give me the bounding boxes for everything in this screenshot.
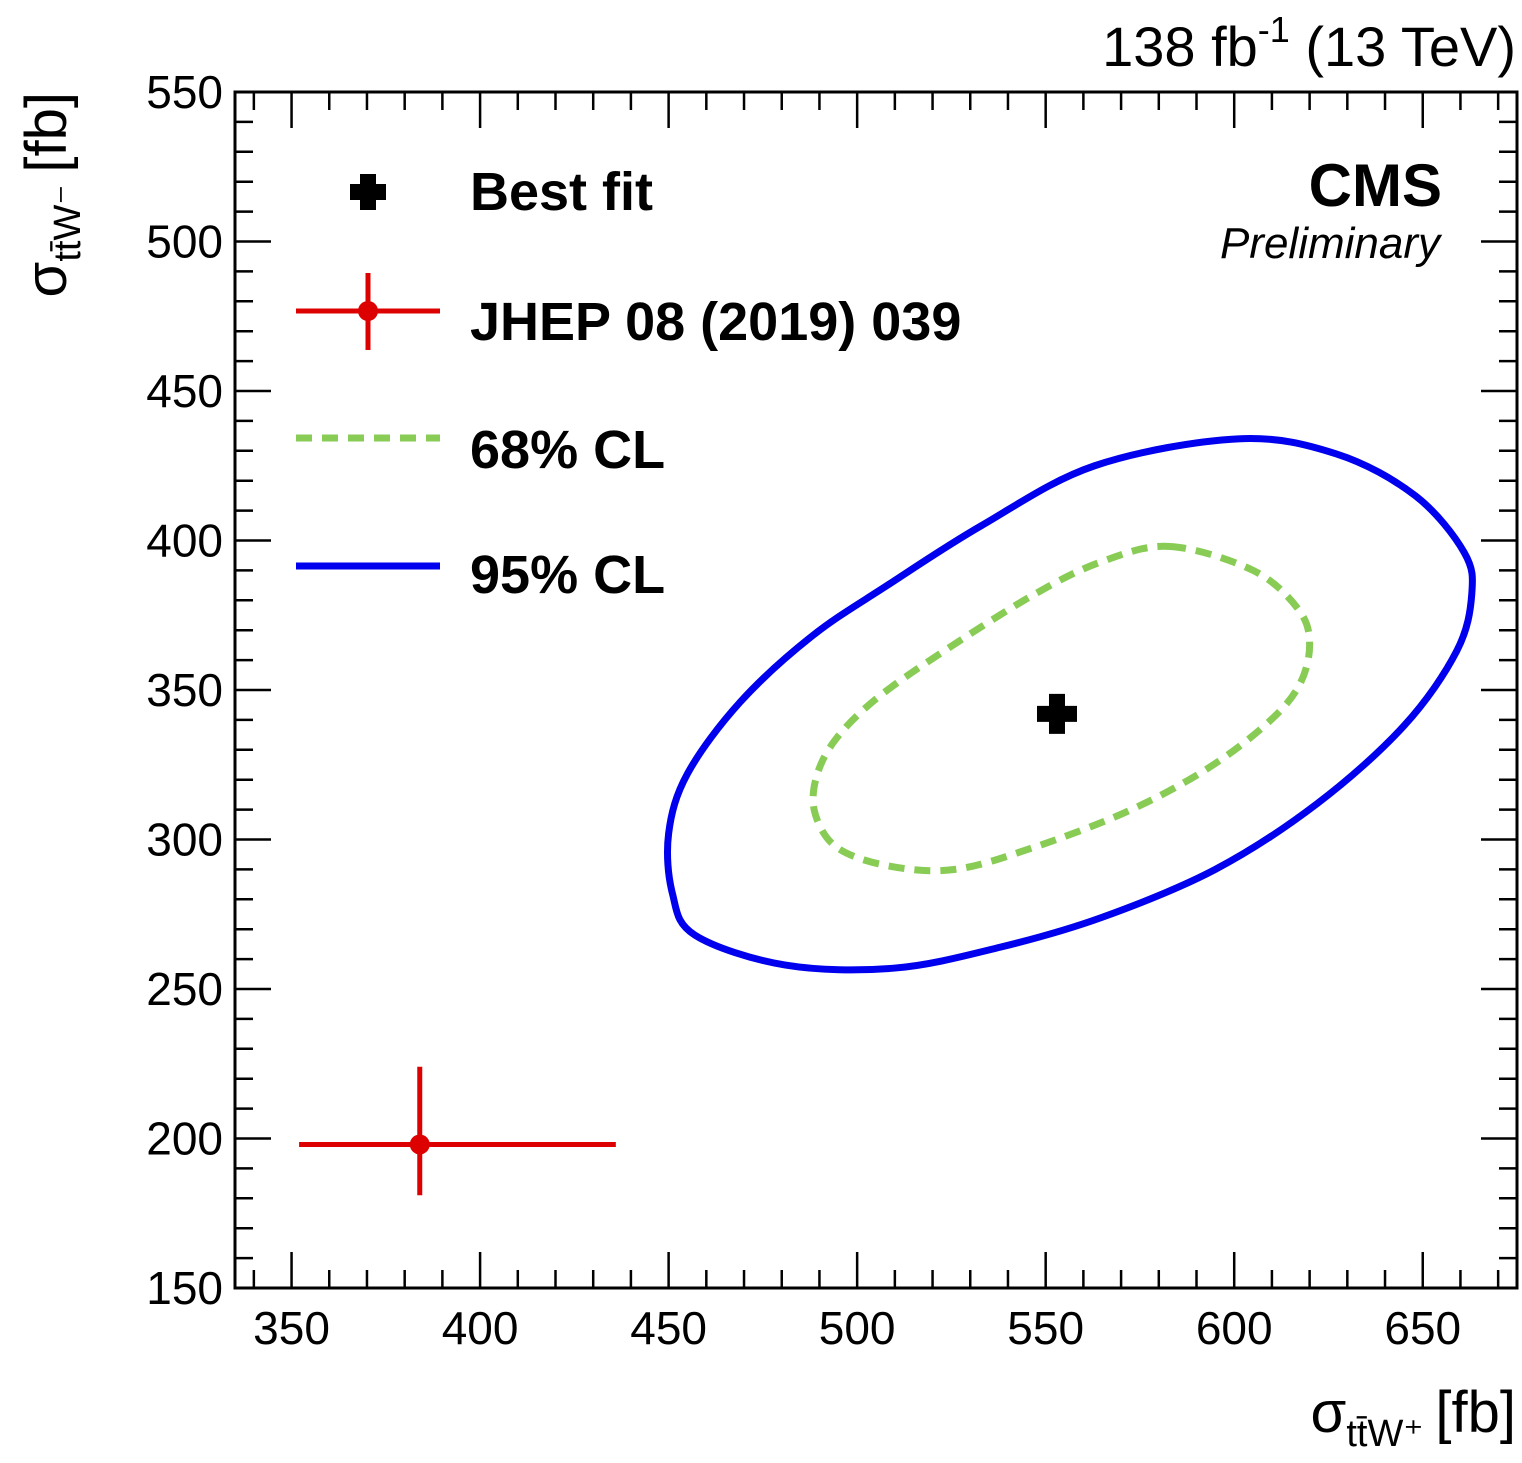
y-tick-label: 200 bbox=[146, 1113, 223, 1165]
y-tick-label: 150 bbox=[146, 1262, 223, 1314]
y-tick-label: 450 bbox=[146, 365, 223, 417]
jhep-marker bbox=[409, 1134, 430, 1155]
legend-label-jhep: JHEP 08 (2019) 039 bbox=[470, 292, 961, 352]
y-tick-label: 400 bbox=[146, 515, 223, 567]
x-tick-label: 650 bbox=[1384, 1302, 1461, 1354]
status-label: Preliminary bbox=[1220, 219, 1443, 268]
x-axis-title: σtt̄W⁺ [fb] bbox=[1311, 1380, 1516, 1455]
y-tick-label: 550 bbox=[146, 66, 223, 118]
x-tick-label: 500 bbox=[819, 1302, 896, 1354]
y-axis-title: σtt̄W⁻ [fb] bbox=[14, 92, 89, 297]
legend-entry-best-fit: Best fit bbox=[350, 162, 653, 222]
x-tick-label: 450 bbox=[630, 1302, 707, 1354]
axis-ticks bbox=[235, 90, 1517, 1290]
y-tick-label: 500 bbox=[146, 216, 223, 268]
lumi-label-sup: -1 bbox=[1258, 9, 1290, 50]
contour-68cl bbox=[809, 542, 1314, 875]
legend-label-95cl: 95% CL bbox=[470, 545, 665, 605]
y-tick-label: 350 bbox=[146, 664, 223, 716]
legend-label-68cl: 68% CL bbox=[470, 420, 665, 480]
x-axis-sub: tt̄W⁺ bbox=[1346, 1413, 1423, 1455]
y-axis-unit: [fb] bbox=[14, 92, 79, 173]
x-axis-unit: [fb] bbox=[1435, 1380, 1516, 1445]
x-tick-label: 400 bbox=[442, 1302, 519, 1354]
plot-frame bbox=[233, 90, 1519, 1290]
lumi-label: 138 fb-1 (13 TeV) bbox=[1102, 9, 1516, 78]
jhep-point bbox=[299, 1066, 616, 1196]
y-tick-label: 300 bbox=[146, 814, 223, 866]
y-axis-sigma: σ bbox=[14, 262, 79, 298]
x-tick-label: 600 bbox=[1196, 1302, 1273, 1354]
y-axis-sub: tt̄W⁻ bbox=[47, 185, 89, 262]
y-tick-label: 250 bbox=[146, 963, 223, 1015]
legend-entry-68cl: 68% CL bbox=[296, 420, 665, 480]
legend-entry-jhep: JHEP 08 (2019) 039 bbox=[296, 273, 961, 352]
lumi-label-rest: (13 TeV) bbox=[1290, 15, 1516, 78]
legend: Best fit JHEP 08 (2019) 039 68% CL 95% C… bbox=[296, 162, 961, 605]
x-axis-sigma: σ bbox=[1311, 1380, 1347, 1445]
legend-jhep-marker bbox=[358, 301, 378, 321]
legend-label-best-fit: Best fit bbox=[470, 162, 653, 222]
best-fit-marker bbox=[1036, 693, 1077, 734]
legend-best-fit-symbol bbox=[350, 174, 386, 210]
legend-entry-95cl: 95% CL bbox=[296, 545, 665, 605]
contour-95cl bbox=[664, 435, 1476, 974]
axis-tick-labels: 350 400 450 500 550 600 650 150 200 250 300 350 400 4… bbox=[146, 66, 1461, 1354]
x-tick-label: 350 bbox=[253, 1302, 330, 1354]
x-tick-label: 550 bbox=[1007, 1302, 1084, 1354]
experiment-label: CMS bbox=[1309, 152, 1442, 219]
